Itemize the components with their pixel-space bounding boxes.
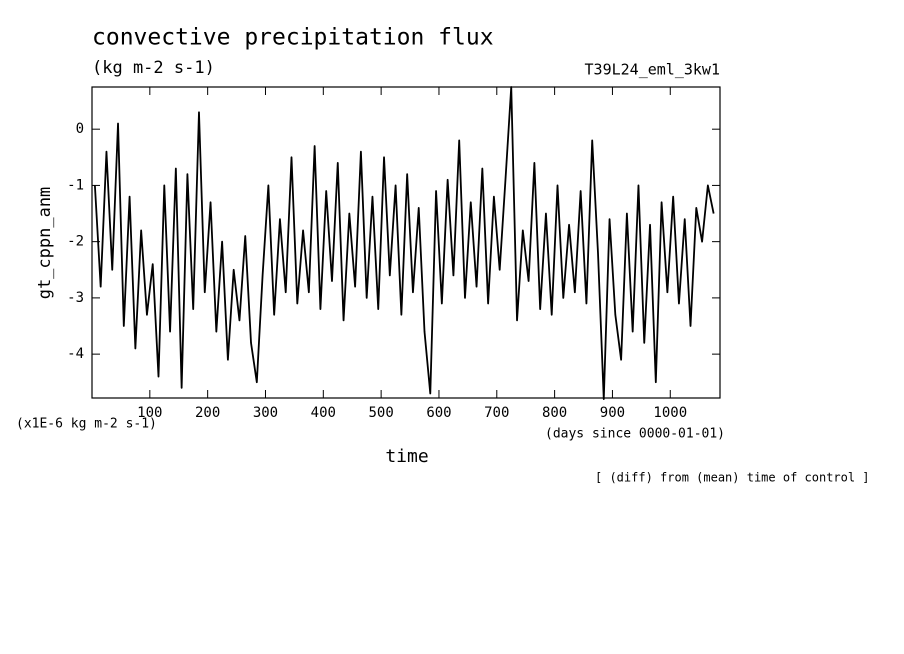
y-tick-label: -3 [67, 290, 84, 306]
chart-title: convective precipitation flux [92, 25, 494, 51]
x-tick-label: 400 [311, 405, 336, 421]
y-tick-label: -2 [67, 234, 84, 250]
note: [ (diff) from (mean) time of control ] [595, 471, 870, 485]
x-tick-label: 600 [426, 405, 451, 421]
data-line [93, 86, 715, 401]
plot-frame [91, 86, 721, 399]
y-tick-label: -1 [67, 177, 84, 193]
x-tick-label: 800 [542, 405, 567, 421]
y-unit: (x1E-6 kg m-2 s-1) [16, 417, 157, 432]
x-axis-label: time [385, 446, 428, 467]
x-tick-label: 500 [368, 405, 393, 421]
y-axis-label: gt_cppn_anm [35, 187, 55, 300]
run-label: T39L24_eml_3kw1 [585, 61, 720, 79]
x-tick-label: 200 [195, 405, 220, 421]
chart-subtitle: (kg m-2 s-1) [92, 58, 215, 78]
y-tick-label: -4 [67, 346, 84, 362]
y-tick-label: 0 [76, 121, 84, 137]
x-tick-label: 700 [484, 405, 509, 421]
x-tick-label: 300 [253, 405, 278, 421]
x-tick-label: 100 [137, 405, 162, 421]
x-unit: (days since 0000-01-01) [545, 427, 725, 442]
x-tick-label: 900 [600, 405, 625, 421]
x-tick-label: 1000 [653, 405, 687, 421]
